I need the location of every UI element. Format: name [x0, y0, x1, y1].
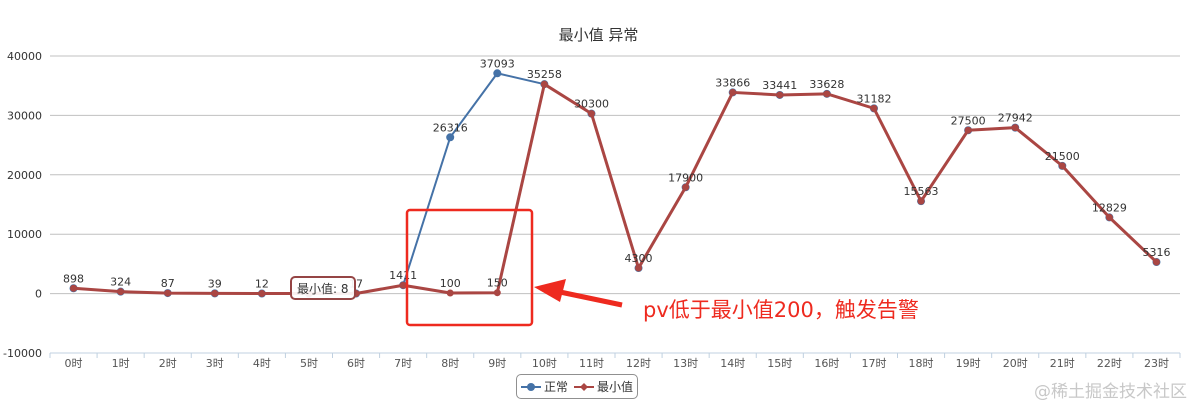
data-point: [635, 264, 643, 272]
data-point: [446, 133, 455, 142]
y-tick-label: 0: [35, 288, 42, 301]
data-point: [70, 284, 78, 292]
data-point: [493, 69, 502, 78]
y-tick-label: -10000: [3, 347, 42, 360]
data-label: 27942: [998, 112, 1033, 125]
series-line: [73, 82, 1158, 296]
circle-marker-icon: [520, 382, 541, 391]
tooltip-value: 8: [340, 282, 349, 296]
series-line: [73, 72, 1158, 295]
x-tick-label: 20时: [1003, 357, 1028, 370]
data-label: 33441: [762, 79, 797, 92]
data-label: 15563: [904, 185, 939, 198]
x-tick-label: 2时: [159, 357, 177, 370]
legend-label: 最小值: [597, 380, 634, 394]
data-label: 12: [255, 278, 269, 291]
data-label: 12829: [1092, 201, 1127, 214]
data-point: [399, 281, 407, 289]
legend: 正常 最小值: [516, 374, 638, 399]
data-point: [587, 110, 595, 118]
x-tick-label: 0时: [65, 357, 83, 370]
alert-annotation: pv低于最小值200，触发告警: [643, 298, 919, 322]
data-point: [117, 288, 125, 296]
y-tick-label: 30000: [7, 109, 42, 122]
x-tick-label: 8时: [441, 357, 459, 370]
x-tick-label: 16时: [814, 357, 839, 370]
x-tick-label: 4时: [253, 357, 271, 370]
x-tick-label: 1时: [112, 357, 130, 370]
data-point: [540, 80, 548, 88]
y-tick-label: 20000: [7, 169, 42, 182]
x-tick-label: 12时: [626, 357, 651, 370]
data-point: [776, 91, 784, 99]
watermark: @稀土掘金技术社区: [1034, 382, 1187, 402]
x-tick-label: 19时: [956, 357, 981, 370]
y-tick-label: 10000: [7, 228, 42, 241]
data-label: 898: [63, 272, 84, 285]
x-tick-label: 23时: [1144, 357, 1169, 370]
data-point: [1011, 124, 1019, 132]
data-label: 39: [208, 277, 222, 290]
data-label: 5316: [1142, 246, 1170, 259]
data-point: [1105, 213, 1113, 221]
arrow-shaft: [559, 289, 623, 308]
data-point: [1058, 162, 1066, 170]
data-label: 27500: [951, 114, 986, 127]
x-tick-label: 15时: [767, 357, 792, 370]
data-label: 33866: [715, 76, 750, 89]
chart-title: 最小值 异常: [558, 26, 639, 44]
data-label: 35258: [527, 68, 562, 81]
x-tick-label: 6时: [347, 357, 365, 370]
y-tick-label: 40000: [7, 50, 42, 63]
highlight-box: [405, 208, 534, 327]
data-point: [729, 88, 737, 96]
x-tick-label: 18时: [909, 357, 934, 370]
diamond-marker-icon: [574, 382, 594, 391]
data-point: [211, 289, 219, 297]
data-label: 87: [161, 277, 175, 290]
tooltip: 最小值: 8: [290, 276, 356, 300]
legend-label: 正常: [543, 380, 568, 394]
data-label: 324: [110, 276, 131, 289]
data-point: [964, 126, 972, 134]
data-label: 100: [440, 277, 461, 290]
x-tick-label: 13时: [673, 357, 698, 370]
data-label: 4300: [625, 252, 653, 265]
legend-item-min[interactable]: 最小值: [574, 378, 633, 395]
x-tick-label: 17时: [861, 357, 886, 370]
x-tick-label: 9时: [488, 357, 506, 370]
series-min: [70, 80, 1160, 298]
data-label: 17900: [668, 171, 703, 184]
data-point: [446, 289, 454, 297]
tooltip-label: 最小值: [297, 282, 334, 296]
data-label: 1411: [389, 269, 417, 282]
data-point: [164, 289, 172, 297]
data-point: [870, 104, 878, 112]
x-tick-label: 21时: [1050, 357, 1075, 370]
data-label: 31182: [856, 92, 891, 105]
data-point: [493, 289, 501, 297]
legend-item-normal[interactable]: 正常: [520, 378, 568, 395]
data-label: 37093: [480, 57, 515, 70]
x-tick-label: 7时: [394, 357, 412, 370]
data-point: [1152, 258, 1160, 266]
data-point: [917, 197, 925, 205]
x-tick-label: 10时: [532, 357, 557, 370]
data-label: 21500: [1045, 150, 1080, 163]
x-tick-label: 11时: [579, 357, 604, 370]
data-label: 33628: [809, 78, 844, 91]
data-point: [823, 90, 831, 98]
data-point: [258, 290, 266, 298]
arrow-head-icon: [534, 279, 566, 302]
data-label: 30300: [574, 98, 609, 111]
x-tick-label: 3时: [206, 357, 224, 370]
data-label: 150: [487, 277, 508, 290]
series-normal: [69, 69, 1161, 298]
x-tick-label: 5时: [300, 357, 318, 370]
x-tick-label: 14时: [720, 357, 745, 370]
data-point: [682, 183, 690, 191]
data-label: 26316: [433, 121, 468, 134]
x-tick-label: 22时: [1097, 357, 1122, 370]
